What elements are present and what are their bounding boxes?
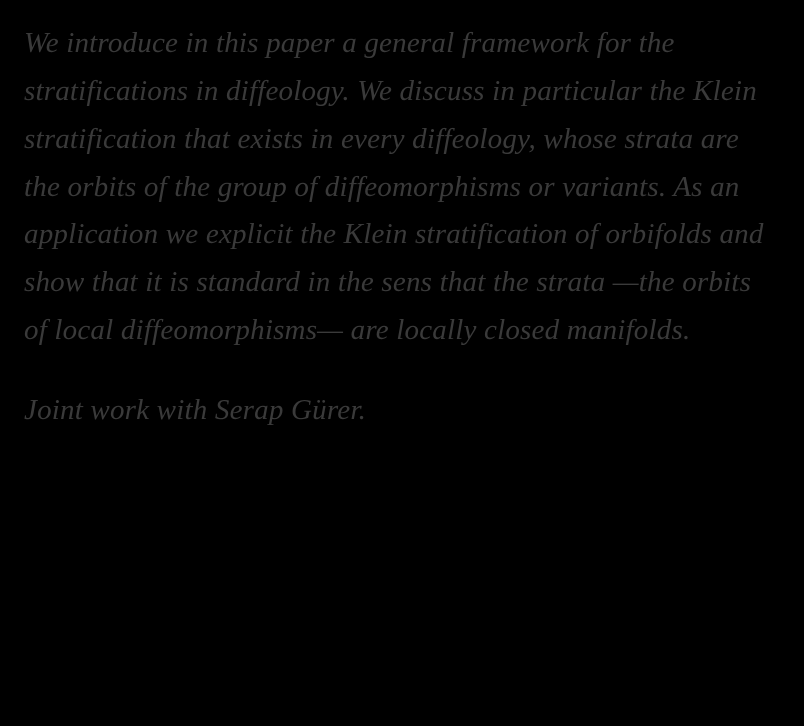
abstract-attribution: Joint work with Serap Gürer.: [24, 387, 780, 435]
abstract-body: We introduce in this paper a general fra…: [24, 20, 780, 355]
abstract-page: We introduce in this paper a general fra…: [0, 0, 804, 455]
